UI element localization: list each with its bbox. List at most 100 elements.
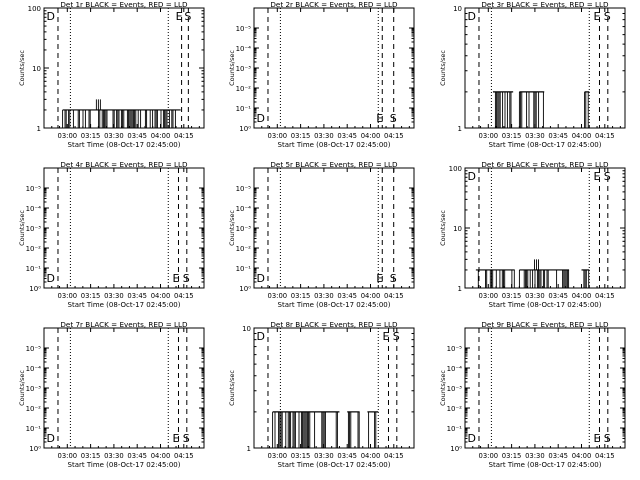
y-tick-label: 10⁻² [26,245,42,253]
marker-s: S [183,432,190,445]
y-tick-label: 100 [449,165,462,173]
panel-title: Det 2r BLACK = Events, RED = LLD [270,0,398,9]
y-tick-label: 10⁻² [236,245,252,253]
y-tick-label: 10⁻⁵ [236,185,252,193]
marker-e: E [382,330,389,343]
y-tick-label: 10⁻¹ [26,265,42,273]
x-tick-label: 03:15 [81,132,101,140]
marker-d: D [47,432,55,445]
y-tick-label: 10⁻⁴ [26,365,42,373]
marker-d: D [257,112,265,125]
x-tick-label: 03:00 [58,132,78,140]
marker-e: E [176,10,183,23]
x-tick-label: 03:15 [291,452,311,460]
y-tick-label: 1 [458,285,462,293]
y-tick-label: 10⁻³ [26,225,42,233]
y-axis-label: Counts/sec [228,50,236,86]
y-tick-label: 10⁻¹ [26,425,42,433]
y-tick-label: 1 [37,125,41,133]
marker-s: S [604,10,611,23]
y-tick-label: 10⁰ [450,445,462,453]
y-tick-label: 10 [32,65,41,73]
x-tick-label: 04:15 [174,452,194,460]
x-tick-label: 04:15 [384,292,404,300]
x-tick-label: 03:15 [81,452,101,460]
panel-title: Det 6r BLACK = Events, RED = LLD [481,160,609,169]
y-tick-label: 10⁻¹ [236,265,252,273]
x-tick-label: 03:45 [548,132,568,140]
x-tick-label: 03:30 [314,292,334,300]
marker-e: E [593,170,600,183]
marker-s: S [390,112,397,125]
x-tick-label: 04:00 [572,292,592,300]
marker-d: D [468,432,476,445]
marker-e: E [376,272,383,285]
panel-det-7: Det 7r BLACK = Events, RED = LLD Counts/s… [18,320,205,469]
x-tick-label: 03:30 [525,452,545,460]
x-tick-label: 03:00 [58,292,78,300]
x-tick-label: 03:00 [479,292,499,300]
y-axis-label: Counts/sec [228,210,236,246]
panel-det-4: Det 4r BLACK = Events, RED = LLD Counts/s… [18,160,205,309]
x-axis-label: Start Time (08-Oct-17 02:45:00) [68,301,181,309]
x-tick-label: 03:00 [268,292,288,300]
y-tick-label: 10⁰ [29,445,41,453]
y-tick-label: 10⁻⁴ [447,365,463,373]
x-tick-label: 04:15 [384,132,404,140]
marker-e: E [172,272,179,285]
x-axis-label: Start Time (08-Oct-17 02:45:00) [278,301,391,309]
y-axis-label: Counts/sec [18,210,26,246]
x-tick-label: 03:15 [502,292,522,300]
x-axis-label: Start Time (08-Oct-17 02:45:00) [68,141,181,149]
x-tick-label: 03:00 [58,452,78,460]
y-tick-label: 10⁻³ [26,385,42,393]
x-tick-label: 03:45 [127,452,147,460]
marker-s: S [184,10,191,23]
y-tick-label: 10 [242,325,251,333]
x-tick-label: 03:15 [502,132,522,140]
x-tick-label: 04:00 [151,292,171,300]
plot-frame [253,7,415,129]
y-tick-label: 10⁻⁴ [236,45,252,53]
panel-title: Det 3r BLACK = Events, RED = LLD [481,0,609,9]
x-tick-label: 03:30 [314,132,334,140]
marker-s: S [183,272,190,285]
plot-frame [464,7,626,129]
y-tick-label: 10⁻² [26,405,42,413]
panel-det-9: Det 9r BLACK = Events, RED = LLD Counts/s… [439,320,626,469]
y-tick-label: 10⁻⁵ [447,345,463,353]
y-axis-label: Counts/sec [439,50,447,86]
x-tick-label: 03:45 [548,452,568,460]
y-tick-label: 10⁰ [29,285,41,293]
y-tick-label: 10⁻⁵ [26,185,42,193]
y-tick-label: 1 [247,445,251,453]
x-tick-label: 04:15 [174,132,194,140]
x-tick-label: 03:00 [479,132,499,140]
y-axis-label: Counts/sec [439,210,447,246]
plot-frame [43,167,205,289]
x-tick-label: 03:30 [104,292,124,300]
x-tick-label: 03:30 [525,292,545,300]
y-axis-label: Counts/sec [18,370,26,406]
x-tick-label: 04:00 [151,452,171,460]
panel-title: Det 1r BLACK = Events, RED = LLD [60,0,188,9]
x-tick-label: 04:15 [384,452,404,460]
y-tick-label: 10⁻⁴ [26,205,42,213]
x-tick-label: 03:45 [337,292,357,300]
y-tick-label: 10⁻³ [447,385,463,393]
y-tick-label: 10⁻¹ [447,425,463,433]
plot-frame [253,167,415,289]
x-tick-label: 04:00 [361,132,381,140]
panel-det-2: Det 2r BLACK = Events, RED = LLD Counts/s… [228,0,415,149]
marker-d: D [257,330,265,343]
x-tick-label: 03:45 [337,452,357,460]
y-tick-label: 10⁻² [447,405,463,413]
x-tick-label: 04:00 [572,132,592,140]
marker-d: D [47,272,55,285]
x-tick-label: 04:00 [572,452,592,460]
marker-s: S [604,432,611,445]
x-tick-label: 03:45 [127,132,147,140]
y-tick-label: 10⁻³ [236,65,252,73]
panel-title: Det 8r BLACK = Events, RED = LLD [270,320,398,329]
